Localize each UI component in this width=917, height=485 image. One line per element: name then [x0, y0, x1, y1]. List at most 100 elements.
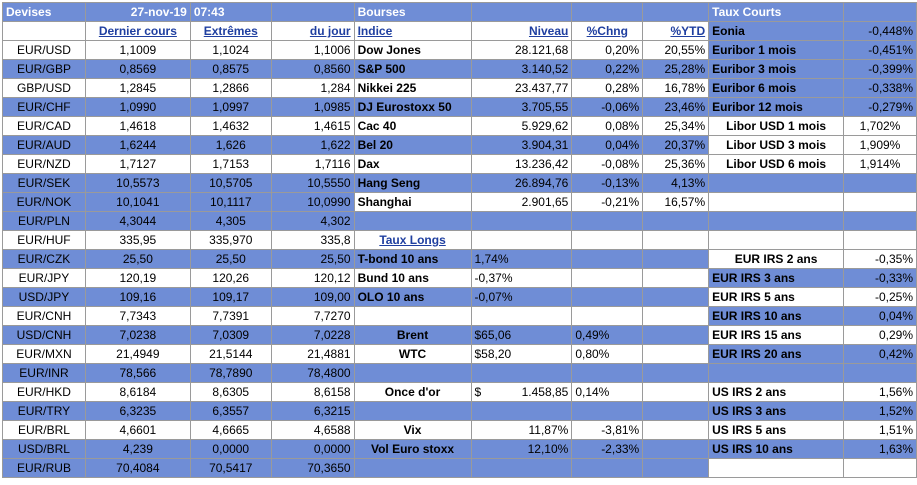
blank	[571, 211, 644, 231]
irs-name: US IRS 10 ans	[708, 439, 845, 459]
fx-pair: GBP/USD	[2, 78, 86, 98]
table-row: EUR/MXN 21,4949 21,5144 21,4881 WTC $58,20 0,8…	[2, 344, 917, 364]
fx-low: 1,4615	[270, 116, 355, 136]
fx-high: 4,6665	[189, 420, 272, 440]
index-name: Bel 20	[353, 135, 472, 155]
table-row: EUR/NOK 10,1041 10,1117 10,0990 Shanghai 2.90…	[2, 192, 917, 212]
commodity-name: WTC	[353, 344, 472, 364]
table-row: EUR/INR 78,566 78,7890 78,4800	[2, 363, 917, 383]
blank	[708, 363, 845, 383]
fx-high: 1,0997	[189, 97, 272, 117]
fx-pair: EUR/CNH	[2, 306, 86, 326]
table-row: GBP/USD 1,2845 1,2866 1,284 Nikkei 225 23.437…	[2, 78, 917, 98]
fx-high: 10,5705	[189, 173, 272, 193]
fx-last: 1,4618	[84, 116, 191, 136]
index-chng: 0,20%	[571, 40, 644, 60]
blank	[642, 249, 710, 269]
table-row: EUR/AUD 1,6244 1,626 1,622 Bel 20 3.904,31 0,0…	[2, 135, 917, 155]
blank	[642, 401, 710, 421]
fx-pair: EUR/PLN	[2, 211, 86, 231]
fx-pair: EUR/AUD	[2, 135, 86, 155]
index-level: 23.437,77	[470, 78, 573, 98]
fx-pair: EUR/CAD	[2, 116, 86, 136]
table-row: EUR/BRL 4,6601 4,6665 4,6588 Vix 11,87% -3,81%…	[2, 420, 917, 440]
commodity-chng: 0,14%	[571, 382, 644, 402]
fx-high: 21,5144	[189, 344, 272, 364]
bourses-title: Bourses	[353, 2, 472, 22]
blank	[353, 363, 472, 383]
fx-last: 21,4949	[84, 344, 191, 364]
fx-low: 6,3215	[270, 401, 355, 421]
index-ytd: 20,55%	[642, 40, 710, 60]
fx-high: 4,305	[189, 211, 272, 231]
irs-name: EUR IRS 20 ans	[708, 344, 845, 364]
fx-low: 1,1006	[270, 40, 355, 60]
index-name: Dax	[353, 154, 472, 174]
fx-low: 8,6158	[270, 382, 355, 402]
index-level: 26.894,76	[470, 173, 573, 193]
commodity-chng: -3,81%	[571, 420, 644, 440]
col-dernier-cours: Dernier cours	[84, 21, 191, 41]
fx-low: 70,3650	[270, 458, 355, 478]
blank	[708, 230, 845, 250]
long-rate-value: -0,37%	[470, 268, 573, 288]
commodity-level: $65,06	[470, 325, 573, 345]
long-rate-name: Bund 10 ans	[353, 268, 472, 288]
fx-pair: EUR/INR	[2, 363, 86, 383]
commodity-level: $1.458,85	[470, 382, 573, 402]
fx-last: 335,95	[84, 230, 191, 250]
taux-courts-title: Taux Courts	[708, 2, 845, 22]
blank	[470, 458, 573, 478]
irs-name: EUR IRS 3 ans	[708, 268, 845, 288]
blank	[571, 363, 644, 383]
fx-pair: EUR/TRY	[2, 401, 86, 421]
blank	[571, 306, 644, 326]
fx-low: 7,0228	[270, 325, 355, 345]
fx-last: 1,6244	[84, 135, 191, 155]
market-table: Devises 27-nov-19 07:43 Bourses Taux Courts D…	[2, 2, 917, 478]
table-row: EUR/PLN 4,3044 4,305 4,302	[2, 211, 917, 231]
blank	[642, 287, 710, 307]
fx-last: 25,50	[84, 249, 191, 269]
table-row: EUR/SEK 10,5573 10,5705 10,5550 Hang Seng 26.…	[2, 173, 917, 193]
fx-last: 4,239	[84, 439, 191, 459]
blank	[571, 458, 644, 478]
table-row: USD/JPY 109,16 109,17 109,00 OLO 10 ans -0,07…	[2, 287, 917, 307]
fx-high: 1,626	[189, 135, 272, 155]
header-blank	[642, 2, 710, 22]
blank	[353, 458, 472, 478]
blank	[708, 458, 845, 478]
short-rate-value: 1,909%	[843, 135, 917, 155]
commodity-chng: -2,33%	[571, 439, 644, 459]
eonia-label: Eonia	[708, 21, 845, 41]
index-ytd: 25,36%	[642, 154, 710, 174]
table-row: EUR/CNH 7,7343 7,7391 7,7270 EUR IRS 10 ans 0…	[2, 306, 917, 326]
irs-name: EUR IRS 2 ans	[708, 249, 845, 269]
blank	[642, 230, 710, 250]
table-row: EUR/RUB 70,4084 70,5417 70,3650	[2, 458, 917, 478]
fx-pair: EUR/NZD	[2, 154, 86, 174]
eonia-value: -0,448%	[843, 21, 917, 41]
fx-pair: EUR/BRL	[2, 420, 86, 440]
index-level: 5.929,62	[470, 116, 573, 136]
index-ytd: 20,37%	[642, 135, 710, 155]
blank	[470, 211, 573, 231]
fx-low: 1,7116	[270, 154, 355, 174]
fx-pair: EUR/NOK	[2, 192, 86, 212]
short-rate-value: -0,399%	[843, 59, 917, 79]
fx-high: 120,26	[189, 268, 272, 288]
irs-value: 0,29%	[843, 325, 917, 345]
table-row: USD/BRL 4,239 0,0000 0,0000 Vol Euro stoxx 12…	[2, 439, 917, 459]
table-row: EUR/CZK 25,50 25,50 25,50 T-bond 10 ans 1,74%…	[2, 249, 917, 269]
index-chng: -0,13%	[571, 173, 644, 193]
fx-high: 7,0309	[189, 325, 272, 345]
irs-name: US IRS 2 ans	[708, 382, 845, 402]
irs-value: 1,63%	[843, 439, 917, 459]
blank	[470, 230, 573, 250]
index-level: 3.140,52	[470, 59, 573, 79]
index-chng: 0,08%	[571, 116, 644, 136]
fx-high: 0,0000	[189, 439, 272, 459]
commodity-chng: 0,80%	[571, 344, 644, 364]
fx-pair: EUR/SEK	[2, 173, 86, 193]
fx-low: 78,4800	[270, 363, 355, 383]
